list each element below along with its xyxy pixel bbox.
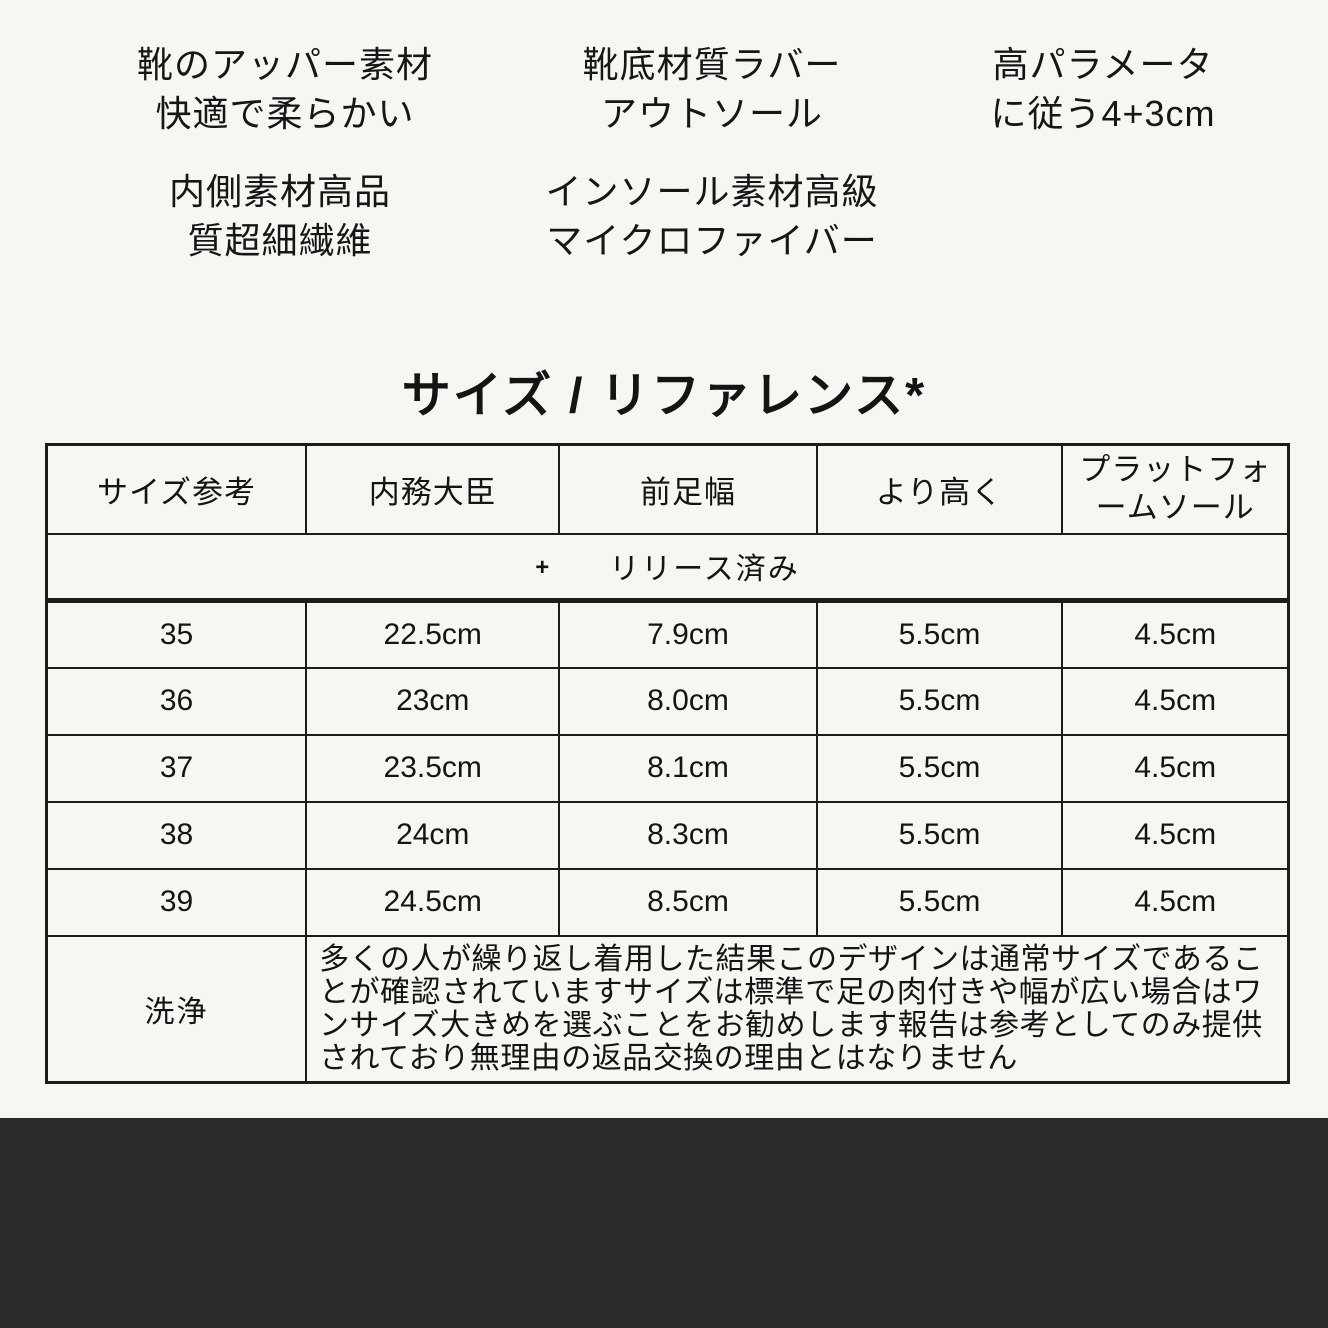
table-banner-label: リリース済み — [609, 553, 800, 587]
table-cell: 8.0cm — [558, 666, 818, 736]
table-cell: 5.5cm — [815, 733, 1064, 803]
table-cell: 38 — [45, 800, 308, 870]
spec-height-parameter: 高パラメータ に従う4+3cm — [990, 40, 1215, 138]
table-cell: 8.1cm — [558, 733, 818, 803]
table-banner-cell: + リリース済み — [45, 532, 1290, 603]
column-header-platform-sole: プラットフォームソール — [1061, 443, 1290, 535]
table-cell: 5.5cm — [815, 867, 1064, 937]
spec-upper-material: 靴のアッパー素材 快適で柔らかい — [137, 40, 433, 138]
footer-band — [0, 1118, 1328, 1328]
spec-insole-line2: マイクロファイバー — [546, 220, 878, 261]
spec-outsole-line2: アウトソール — [600, 93, 824, 134]
table-cell: 8.3cm — [558, 800, 818, 870]
column-header-inner-length: 内務大臣 — [305, 443, 561, 535]
table-cell: 4.5cm — [1061, 666, 1290, 736]
table-cell: 5.5cm — [815, 666, 1064, 736]
wash-note: 多くの人が繰り返し着用した結果このデザインは通常サイズであることが確認されていま… — [305, 934, 1290, 1083]
spec-lining-material: 内側素材高品 質超細繊維 — [169, 167, 391, 265]
table-cell: 4.5cm — [1061, 800, 1290, 870]
table-cell: 4.5cm — [1061, 867, 1290, 937]
table-row: 36 23cm 8.0cm 5.5cm 4.5cm — [45, 666, 1290, 736]
size-reference-title: サイズ / リファレンス* — [401, 369, 927, 423]
spec-outsole-material: 靴底材質ラバー アウトソール — [583, 40, 842, 138]
spec-height-line1: 高パラメータ — [992, 44, 1214, 85]
wash-label: 洗浄 — [45, 934, 308, 1083]
table-cell: 37 — [45, 733, 308, 803]
plus-icon: + — [535, 554, 552, 582]
table-cell: 22.5cm — [305, 599, 561, 669]
table-cell: 7.9cm — [558, 599, 818, 669]
table-cell: 24cm — [305, 800, 561, 870]
column-header-size: サイズ参考 — [45, 443, 308, 535]
table-cell: 4.5cm — [1061, 733, 1290, 803]
table-row: 37 23.5cm 8.1cm 5.5cm 4.5cm — [45, 733, 1290, 803]
table-row: 38 24cm 8.3cm 5.5cm 4.5cm — [45, 800, 1290, 870]
table-banner-row: + リリース済み — [45, 532, 1290, 603]
size-table-body: 35 22.5cm 7.9cm 5.5cm 4.5cm 36 23cm 8.0cm 5.5cm 4… — [45, 599, 1290, 937]
table-header-row: サイズ参考 内務大臣 前足幅 より高く プラットフォームソール — [45, 443, 1290, 535]
spec-insole-material: インソール素材高級 マイクロファイバー — [545, 167, 878, 265]
table-cell: 23cm — [305, 666, 561, 736]
table-cell: 36 — [45, 666, 308, 736]
spec-upper-line1: 靴のアッパー素材 — [136, 44, 434, 85]
table-cell: 39 — [45, 867, 308, 937]
size-table: + リリース済み サイズ参考 内務大臣 前足幅 より高く プラットフォームソール… — [45, 443, 1290, 1084]
table-row: 35 22.5cm 7.9cm 5.5cm 4.5cm — [45, 599, 1290, 669]
table-cell: 5.5cm — [815, 800, 1064, 870]
table-cell: 23.5cm — [305, 733, 561, 803]
wash-row: 洗浄 多くの人が繰り返し着用した結果このデザインは通常サイズであることが確認され… — [45, 934, 1290, 1083]
table-row: 39 24.5cm 8.5cm 5.5cm 4.5cm — [45, 867, 1290, 937]
table-cell: 8.5cm — [558, 867, 818, 937]
table-cell: 35 — [45, 599, 308, 669]
spec-outsole-line1: 靴底材質ラバー — [582, 44, 842, 85]
spec-lining-line2: 質超細繊維 — [187, 220, 373, 261]
table-cell: 24.5cm — [305, 867, 561, 937]
column-header-forefoot-width: 前足幅 — [558, 443, 818, 535]
spec-upper-line2: 快適で柔らかい — [155, 93, 415, 134]
column-header-heel-height: より高く — [815, 443, 1064, 535]
spec-lining-line1: 内側素材高品 — [168, 171, 392, 212]
spec-height-line2: に従う4+3cm — [990, 93, 1216, 134]
table-cell: 4.5cm — [1061, 599, 1290, 669]
spec-insole-line1: インソール素材高級 — [545, 171, 879, 212]
table-cell: 5.5cm — [815, 599, 1064, 669]
